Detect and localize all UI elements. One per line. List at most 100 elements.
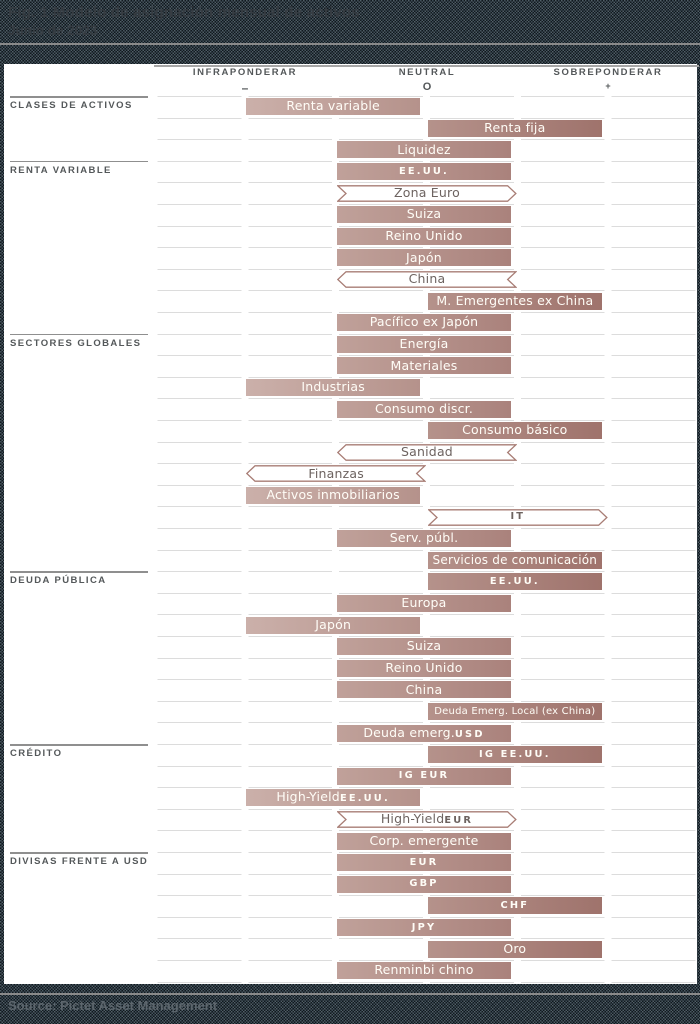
bar-label: Zona Euro <box>394 184 460 200</box>
allocation-bar: Liquidez <box>337 141 511 159</box>
row-gridline <box>154 204 699 205</box>
row-gridline <box>154 528 699 529</box>
bar-label-segment: IG EE.UU. <box>478 748 551 760</box>
row-gridline <box>154 139 699 141</box>
bar-label: Reino Unido <box>385 230 462 243</box>
chart-panel: INFRAPONDERAR – NEUTRAL O SOBREPONDERAR … <box>4 64 699 984</box>
bar-label: Liquidez <box>397 143 451 157</box>
upgrade-arrow-icon <box>427 508 608 526</box>
bar-label-segment: IT <box>510 511 526 523</box>
row-gridline <box>154 614 699 616</box>
bar-label: Deuda emerg. USD <box>363 724 484 740</box>
bar-label-segment: Energía <box>399 336 449 352</box>
bar-label: Finanzas <box>308 467 364 481</box>
category-label: CRÉDITO <box>10 748 63 759</box>
bar-label: GBP <box>409 879 438 889</box>
allocation-bar: Activos inmobiliarios <box>246 487 420 504</box>
title-band: Fig. 1 Modelo de asignación mensual de a… <box>0 0 700 64</box>
bar-label-segment: Renta fija <box>484 120 546 136</box>
category-label: DEUDA PÚBLICA <box>10 575 107 587</box>
axis-overweight-symbol: + <box>605 81 611 91</box>
bar-label-segment: Servicios de comunicación <box>432 553 598 568</box>
allocation-bar: Materiales <box>337 357 511 375</box>
allocation-bar: IT <box>427 508 608 526</box>
category-label: SECTORES GLOBALES <box>10 337 142 349</box>
bar-label: Materiales <box>390 359 457 373</box>
downgrade-arrow-icon <box>337 271 517 288</box>
axis-neutral: NEUTRAL O <box>337 67 517 93</box>
bar-label: High-Yield EUR <box>381 813 473 826</box>
bar-label: Industrias <box>301 381 365 394</box>
bar-label: Energía <box>400 338 449 351</box>
bar-label-segment: JPY <box>411 921 437 933</box>
bar-label: JPY <box>411 921 437 933</box>
allocation-bar: Deuda Emerg. Local (ex China) <box>427 703 602 720</box>
bar-label: Renminbi chino <box>374 964 473 977</box>
bar-label-segment: China <box>405 681 443 697</box>
row-gridline <box>154 441 699 443</box>
bar-label-segment: IG EUR <box>398 770 450 782</box>
source-divider <box>0 993 700 995</box>
bar-label: China <box>409 273 446 286</box>
allocation-bar: China <box>337 681 511 699</box>
bar-label-segment: Europa <box>401 595 447 611</box>
bar-label-segment: Reino Unido <box>385 660 463 676</box>
allocation-bar: Zona Euro <box>337 184 517 202</box>
row-gridline <box>154 679 699 681</box>
allocation-bar: EE.UU. <box>337 163 511 180</box>
bar-label-segment: Sanidad <box>401 444 453 460</box>
row-gridline <box>154 636 699 637</box>
row-gridline <box>154 744 699 745</box>
row-gridline <box>154 376 699 378</box>
row-gridline <box>154 700 699 702</box>
bar-label-segment: Industrias <box>301 379 365 395</box>
allocation-bar: Reino Unido <box>337 227 511 245</box>
allocation-bar: Finanzas <box>246 465 426 483</box>
row-gridline <box>154 312 699 313</box>
source-band: Source: Pictet Asset Management <box>0 984 700 1024</box>
row-gridline <box>154 333 699 335</box>
allocation-bar: China <box>337 271 517 288</box>
row-gridline <box>154 182 699 184</box>
figure-subtitle: Junio de 2023 <box>8 23 98 38</box>
bar-label: Japón <box>406 249 442 265</box>
allocation-bar: Consumo discr. <box>337 400 511 418</box>
bar-label: High-Yield EE.UU. <box>276 791 389 804</box>
bar-label-segment: Deuda emerg. <box>363 724 455 740</box>
bar-label: EE.UU. <box>399 166 449 177</box>
allocation-bar: Renminbi chino <box>337 962 511 980</box>
category-rule <box>10 96 148 98</box>
bar-label-segment: Japón <box>406 249 442 265</box>
allocation-bar: M. Emergentes ex China <box>427 292 602 310</box>
bar-label-segment: EE.UU. <box>339 793 390 805</box>
row-gridline <box>154 96 699 97</box>
row-gridline <box>154 960 699 961</box>
bar-label-segment: Zona Euro <box>394 184 460 200</box>
allocation-bar: Japón <box>337 249 511 267</box>
bar-label-segment: EUR <box>444 815 474 827</box>
bar-label-segment: Deuda Emerg. Local (ex China) <box>434 705 596 717</box>
row-gridline <box>154 484 699 486</box>
bar-label: Oro <box>503 942 526 956</box>
bar-label: Suiza <box>407 640 442 653</box>
axis-overweight-label: SOBREPONDERAR <box>553 67 663 78</box>
allocation-bar: EE.UU. <box>427 573 602 591</box>
allocation-bar: EUR <box>337 854 511 872</box>
bar-label-segment: Activos inmobiliarios <box>266 487 400 503</box>
allocation-bar: Reino Unido <box>337 659 511 677</box>
row-gridline <box>154 765 699 767</box>
row-gridline <box>154 787 699 789</box>
bar-label: Servicios de comunicación <box>433 554 598 566</box>
allocation-bar: Oro <box>427 940 602 958</box>
bar-label-segment: GBP <box>409 878 439 890</box>
bar-label-segment: EUR <box>409 856 439 868</box>
bar-label: Renta fija <box>484 122 545 135</box>
bar-label: Consumo básico <box>462 424 567 437</box>
category-label: DIVISAS FRENTE A USD <box>10 856 149 867</box>
allocation-bar: Suiza <box>337 638 511 656</box>
bar-label-segment: China <box>408 271 446 287</box>
bar-label: M. Emergentes ex China <box>436 294 593 308</box>
row-gridline <box>154 808 699 810</box>
allocation-bar: Servicios de comunicación <box>427 551 602 569</box>
row-gridline <box>154 938 699 940</box>
